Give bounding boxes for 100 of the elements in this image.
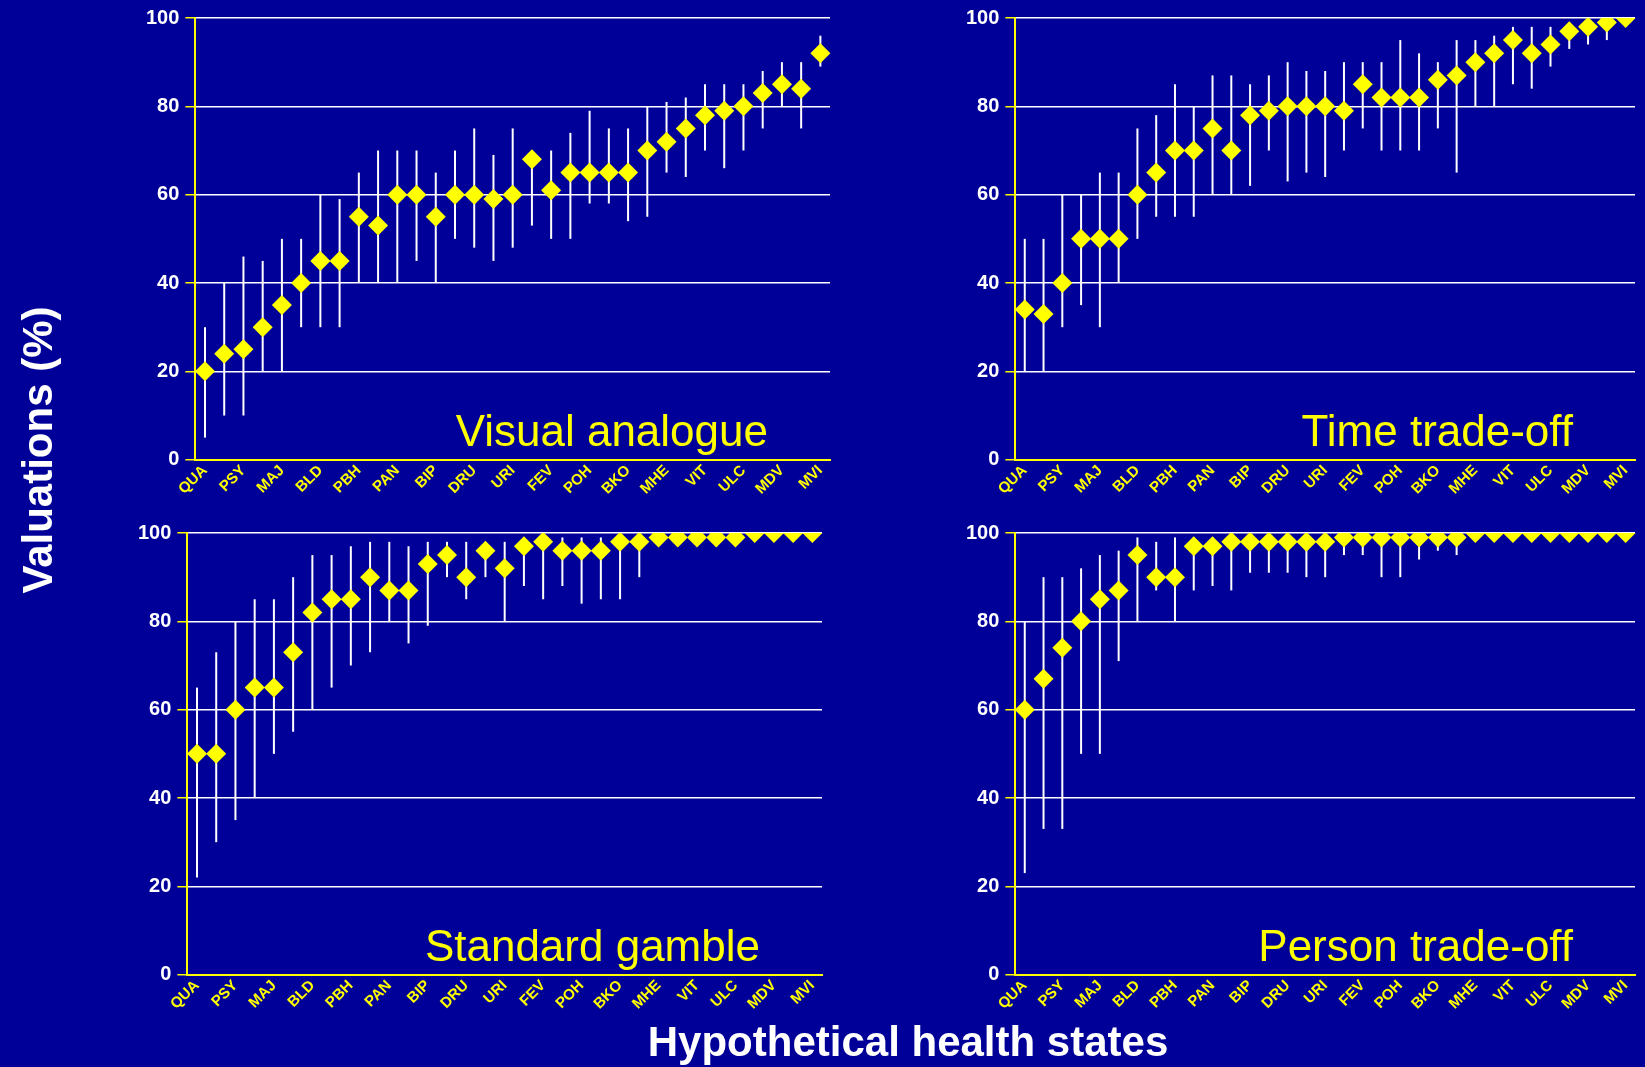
- point: [1540, 34, 1561, 55]
- point: [329, 250, 350, 271]
- point: [214, 343, 235, 364]
- point: [464, 184, 485, 205]
- y-tick-label: 100: [965, 520, 1000, 543]
- point: [379, 580, 400, 601]
- point: [425, 206, 446, 227]
- point: [598, 162, 619, 183]
- y-tick-label: 40: [149, 785, 172, 808]
- point: [1333, 100, 1354, 121]
- point: [571, 540, 592, 561]
- y-tick-label: 40: [977, 270, 1000, 293]
- point: [387, 184, 408, 205]
- y-tick-label: 40: [977, 785, 1000, 808]
- x-tick-label: URI: [1299, 976, 1331, 1007]
- point: [521, 149, 542, 170]
- text: Standard gamble: [424, 920, 760, 970]
- point: [1052, 273, 1073, 294]
- point: [1221, 140, 1242, 161]
- point: [186, 743, 207, 764]
- point: [263, 677, 284, 698]
- y-tick-label: 80: [157, 93, 180, 116]
- point: [590, 540, 611, 561]
- point: [656, 131, 677, 152]
- x-tick-label: MVI: [794, 461, 826, 492]
- x-tick-label: VIT: [681, 461, 711, 490]
- x-tick-label: MVI: [1599, 461, 1631, 492]
- point: [1108, 228, 1129, 249]
- y-tick-label: 20: [977, 358, 1000, 381]
- y-tick-label: 100: [137, 520, 172, 543]
- point: [494, 558, 515, 579]
- point: [1352, 74, 1373, 95]
- point: [1277, 96, 1298, 117]
- y-tick-label: 80: [977, 93, 1000, 116]
- point: [1315, 96, 1336, 117]
- text: Visual analogue: [455, 405, 768, 455]
- point: [1578, 18, 1599, 37]
- point: [1033, 303, 1054, 324]
- point: [436, 545, 457, 566]
- point: [456, 567, 477, 588]
- y-tick-label: 0: [988, 447, 1000, 470]
- point: [552, 540, 573, 561]
- y-axis-title: Valuations (%): [14, 306, 62, 594]
- point: [1502, 30, 1523, 51]
- x-tick-label: VIT: [1489, 461, 1518, 490]
- point: [360, 567, 381, 588]
- point: [1409, 87, 1430, 108]
- point: [194, 361, 215, 382]
- y-tick-label: 0: [160, 962, 172, 985]
- point: [233, 339, 254, 360]
- x-axis-title: Hypothetical health states: [647, 1018, 1169, 1066]
- point: [206, 743, 227, 764]
- point: [483, 189, 504, 210]
- point: [475, 540, 496, 561]
- y-tick-label: 40: [157, 270, 180, 293]
- point: [1164, 140, 1185, 161]
- point: [252, 317, 273, 338]
- point: [502, 184, 523, 205]
- y-tick-label: 100: [145, 5, 180, 28]
- point: [244, 677, 265, 698]
- text: Time trade-off: [1301, 405, 1574, 455]
- point: [310, 250, 331, 271]
- point: [560, 162, 581, 183]
- point: [533, 533, 554, 552]
- x-tick-label: BIP: [411, 461, 441, 491]
- point: [695, 105, 715, 126]
- point: [398, 580, 419, 601]
- point: [271, 295, 292, 316]
- x-tick-label: URI: [479, 976, 510, 1007]
- point: [348, 206, 369, 227]
- x-tick-label: VIT: [673, 976, 703, 1005]
- x-tick-label: BIP: [1225, 976, 1256, 1006]
- y-tick-label: 0: [988, 962, 1000, 985]
- point: [1146, 162, 1167, 183]
- y-tick-label: 20: [977, 873, 1000, 896]
- y-tick-label: 80: [149, 608, 172, 631]
- y-tick-label: 60: [149, 697, 172, 720]
- point: [1014, 299, 1035, 320]
- x-tick-label: BIP: [403, 976, 433, 1006]
- point: [1127, 184, 1148, 205]
- point: [1202, 118, 1223, 139]
- x-tick-label: URI: [487, 461, 518, 492]
- point: [714, 100, 735, 121]
- y-tick-label: 20: [149, 873, 172, 896]
- point: [291, 273, 312, 294]
- x-tick-label: BIP: [1225, 461, 1256, 491]
- point: [1183, 140, 1204, 161]
- point: [752, 83, 773, 104]
- point: [1559, 21, 1580, 42]
- point: [302, 602, 323, 623]
- point: [406, 184, 427, 205]
- point: [444, 184, 465, 205]
- point: [629, 533, 650, 552]
- point: [1427, 69, 1448, 90]
- x-tick-label: MVI: [1599, 976, 1631, 1007]
- point: [610, 533, 631, 552]
- y-tick-label: 0: [168, 447, 180, 470]
- point: [675, 118, 696, 139]
- point: [733, 96, 754, 117]
- point: [368, 215, 389, 236]
